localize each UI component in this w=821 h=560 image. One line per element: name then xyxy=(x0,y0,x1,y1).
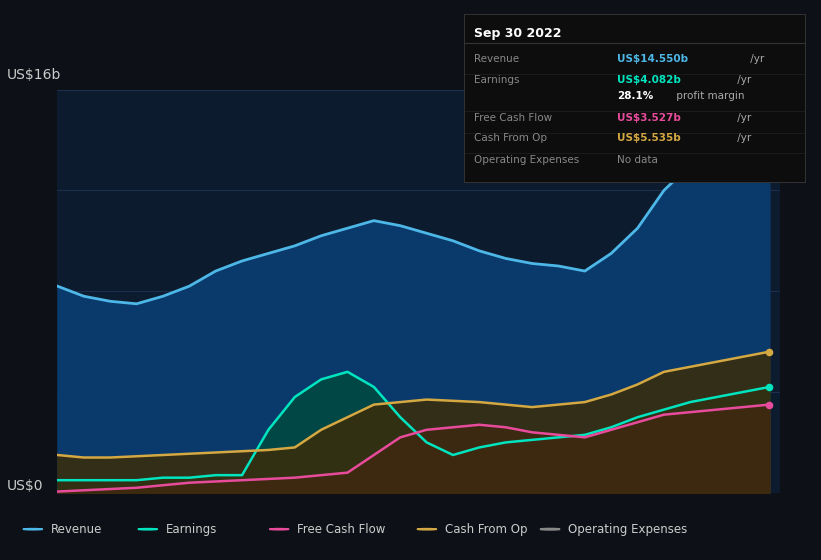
Text: Cash From Op: Cash From Op xyxy=(474,133,547,143)
Text: profit margin: profit margin xyxy=(673,91,745,101)
Circle shape xyxy=(23,529,43,530)
Text: /yr: /yr xyxy=(734,113,751,123)
Text: /yr: /yr xyxy=(734,74,751,85)
Point xyxy=(763,400,776,409)
Text: Revenue: Revenue xyxy=(474,54,519,64)
Text: Cash From Op: Cash From Op xyxy=(445,522,527,536)
Point xyxy=(763,80,776,89)
Circle shape xyxy=(269,529,289,530)
Text: /yr: /yr xyxy=(746,54,764,64)
Point xyxy=(763,382,776,391)
Text: Free Cash Flow: Free Cash Flow xyxy=(474,113,553,123)
Text: US$5.535b: US$5.535b xyxy=(617,133,681,143)
Text: US$14.550b: US$14.550b xyxy=(617,54,688,64)
Text: Operating Expenses: Operating Expenses xyxy=(474,155,580,165)
Text: Free Cash Flow: Free Cash Flow xyxy=(297,522,386,536)
Point xyxy=(763,347,776,356)
Text: Revenue: Revenue xyxy=(51,522,103,536)
Text: 28.1%: 28.1% xyxy=(617,91,654,101)
Circle shape xyxy=(138,529,158,530)
Text: US$16b: US$16b xyxy=(7,68,62,82)
Text: Earnings: Earnings xyxy=(474,74,520,85)
Circle shape xyxy=(417,529,437,530)
Text: Sep 30 2022: Sep 30 2022 xyxy=(474,27,562,40)
Text: US$3.527b: US$3.527b xyxy=(617,113,681,123)
Text: Earnings: Earnings xyxy=(166,522,218,536)
Text: Operating Expenses: Operating Expenses xyxy=(568,522,687,536)
Text: /yr: /yr xyxy=(734,133,751,143)
Text: US$4.082b: US$4.082b xyxy=(617,74,681,85)
Text: US$0: US$0 xyxy=(7,479,44,493)
Text: No data: No data xyxy=(617,155,658,165)
